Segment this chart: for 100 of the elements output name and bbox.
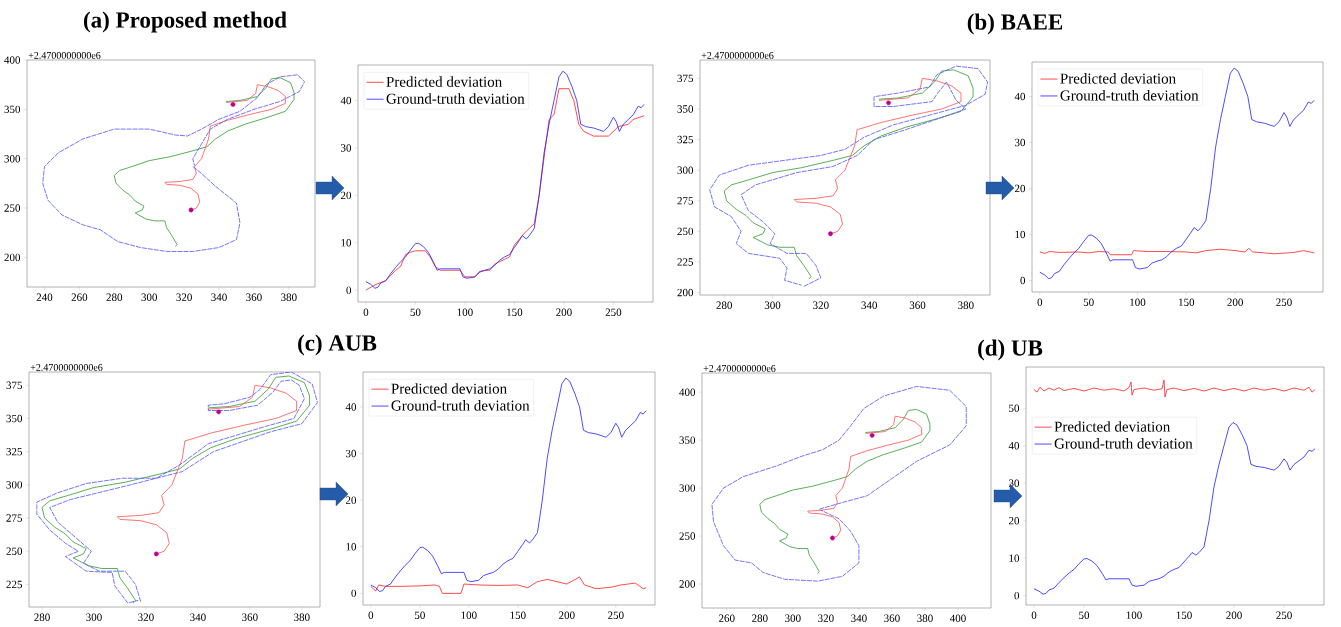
text: +2.4700000000e6: [701, 52, 774, 59]
x-tick-label: 360: [909, 301, 926, 309]
chart-title: (a) Proposed method: [84, 11, 287, 33]
x-tick-label: 250: [1276, 298, 1292, 306]
legend-label: Ground-truth deviation: [1060, 90, 1199, 101]
y-tick-label: 40: [1008, 442, 1020, 450]
x-tick-label: 340: [190, 613, 206, 621]
y-tick-label: 375: [677, 74, 694, 83]
x-tick-label: 380: [294, 613, 310, 621]
y-tick-label: 250: [4, 204, 21, 212]
x-tick-label: 320: [138, 613, 154, 621]
y-tick-label: 30: [346, 449, 357, 458]
y-tick-label: 325: [6, 447, 23, 456]
y-tick-label: 275: [677, 197, 694, 205]
x-tick-label: 400: [949, 614, 966, 622]
x-tick-label: 280: [34, 613, 50, 621]
y-tick-label: 325: [677, 135, 694, 144]
y-tick-label: 0: [1020, 276, 1026, 285]
line-series: [164, 84, 286, 211]
line-series: [807, 415, 923, 539]
x-tick-label: 250: [605, 308, 622, 316]
y-tick-label: 0: [351, 589, 357, 598]
x-tick-label: 0: [368, 611, 374, 619]
x-tick-label: 0: [1031, 611, 1037, 619]
x-tick-label: 260: [71, 293, 88, 301]
legend-label: Ground-truth deviation: [386, 93, 525, 104]
line-series: [793, 77, 962, 235]
y-tick-label: 0: [1014, 591, 1020, 600]
chart-title: (c) AUB: [298, 334, 377, 356]
x-tick-label: 300: [86, 613, 102, 621]
line-series: [113, 77, 295, 247]
x-tick-label: 150: [1176, 611, 1192, 619]
x-tick-label: 50: [410, 308, 421, 316]
y-tick-label: 200: [679, 580, 696, 588]
x-tick-label: 100: [461, 611, 477, 619]
x-tick-label: 340: [851, 614, 867, 622]
x-tick-label: 0: [363, 308, 369, 316]
y-tick-label: 250: [677, 227, 694, 236]
chart-title: (d) UB: [978, 339, 1043, 361]
y-tick-label: 20: [1014, 184, 1026, 193]
x-tick-label: 50: [1079, 611, 1090, 619]
line-series: [370, 377, 647, 592]
legend-label: Predicted deviation: [1054, 421, 1171, 432]
x-tick-label: 150: [1179, 298, 1195, 306]
x-tick-label: 260: [719, 614, 735, 622]
x-tick-label: 100: [457, 308, 473, 316]
x-tick-label: 340: [211, 293, 227, 301]
text: +2.4700000000e6: [703, 365, 776, 372]
y-tick-label: 350: [679, 436, 696, 444]
legend-label: Ground-truth deviation: [391, 400, 530, 411]
x-tick-label: 150: [507, 308, 523, 316]
x-tick-label: 320: [818, 614, 834, 622]
x-tick-label: 280: [716, 301, 733, 309]
x-tick-label: 150: [510, 611, 526, 619]
x-tick-label: 380: [281, 293, 297, 301]
x-tick-label: 380: [917, 614, 933, 622]
legend-label: Predicted deviation: [1060, 73, 1176, 84]
line-series: [116, 384, 298, 555]
y-tick-label: 300: [6, 481, 23, 489]
y-tick-label: 375: [6, 381, 23, 389]
y-tick-label: 250: [679, 532, 696, 540]
x-tick-label: 340: [861, 301, 878, 309]
x-tick-label: 300: [141, 293, 158, 301]
y-tick-label: 20: [345, 496, 357, 504]
x-tick-label: 200: [556, 308, 572, 316]
x-tick-label: 280: [106, 293, 123, 301]
y-tick-label: 400: [4, 56, 21, 64]
line-series: [711, 386, 967, 582]
legend-label: Predicted deviation: [386, 76, 502, 87]
y-tick-label: 10: [346, 543, 357, 551]
text: +2.4700000000e6: [28, 52, 101, 59]
x-tick-label: 250: [1276, 611, 1292, 619]
y-tick-label: 300: [677, 166, 694, 174]
x-tick-label: 200: [1227, 298, 1243, 306]
y-tick-label: 40: [340, 96, 352, 105]
y-tick-label: 0: [346, 286, 352, 294]
y-tick-label: 300: [679, 484, 696, 492]
text: +2.4700000000e6: [30, 364, 103, 371]
x-tick-label: 100: [1130, 298, 1146, 306]
y-tick-label: 20: [340, 191, 352, 200]
x-tick-label: 240: [36, 293, 53, 301]
y-tick-label: 200: [4, 253, 21, 262]
line-series: [1033, 379, 1316, 398]
x-tick-label: 200: [1226, 611, 1242, 619]
x-tick-label: 320: [813, 301, 829, 309]
y-tick-label: 225: [677, 258, 694, 266]
x-tick-label: 50: [1083, 298, 1094, 306]
x-tick-label: 50: [414, 611, 425, 619]
y-tick-label: 50: [1009, 404, 1020, 412]
y-tick-label: 10: [1015, 230, 1026, 239]
x-tick-label: 300: [785, 614, 801, 622]
x-tick-label: 250: [608, 611, 624, 619]
legend-label: Predicted deviation: [391, 383, 507, 394]
y-tick-label: 275: [6, 514, 23, 522]
y-tick-label: 20: [1008, 516, 1020, 525]
y-tick-label: 10: [341, 239, 352, 247]
y-tick-label: 350: [4, 105, 21, 114]
x-tick-label: 100: [1126, 611, 1142, 619]
y-tick-label: 30: [1015, 138, 1026, 147]
x-tick-label: 280: [752, 614, 768, 622]
